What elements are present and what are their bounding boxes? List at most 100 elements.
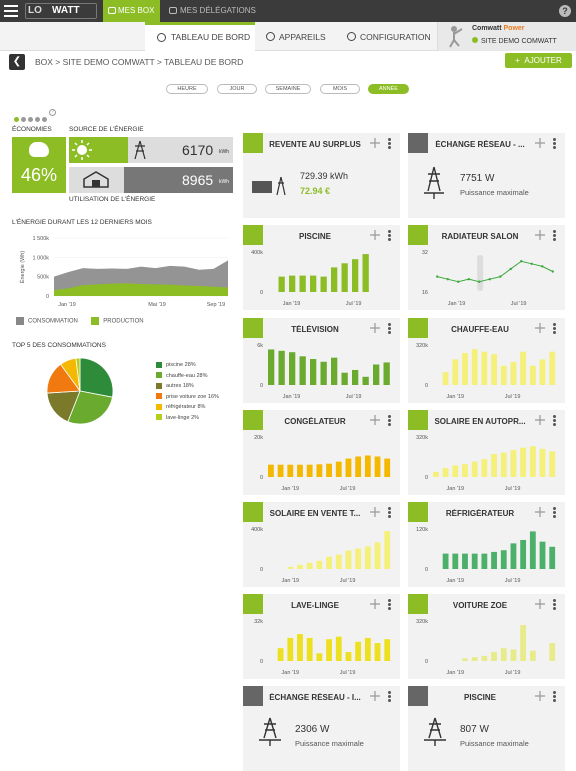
more-icon[interactable] xyxy=(388,415,391,426)
more-icon[interactable] xyxy=(553,599,556,610)
move-icon[interactable] xyxy=(370,415,380,425)
bar xyxy=(384,531,391,569)
move-icon[interactable] xyxy=(370,507,380,517)
tab-appareils[interactable]: APPAREILS xyxy=(266,22,336,51)
help-icon[interactable]: ? xyxy=(49,109,56,116)
y-tick-label: 1 500k xyxy=(32,236,49,242)
tile-lavelinge[interactable]: LAVE-LINGE 32k 0 Jan '19 Jul '19 xyxy=(243,594,400,679)
user-menu[interactable]: Comwatt Power SITE DEMO COMWATT xyxy=(437,22,576,51)
y-tick-label: 0 xyxy=(260,383,263,389)
move-icon[interactable] xyxy=(370,599,380,609)
more-icon[interactable] xyxy=(388,691,391,702)
move-icon[interactable] xyxy=(535,507,545,517)
more-icon[interactable] xyxy=(553,138,556,149)
bar xyxy=(289,352,296,385)
tile-title: LAVE-LINGE xyxy=(291,601,339,610)
more-icon[interactable] xyxy=(553,415,556,426)
bar xyxy=(320,276,327,292)
more-icon[interactable] xyxy=(553,323,556,334)
hamburger-icon[interactable] xyxy=(4,5,18,17)
tab-mes-delegations[interactable]: MES DÉLÉGATIONS xyxy=(164,0,264,22)
period-semaine[interactable]: SEMAINE xyxy=(265,84,311,94)
y-tick-label: 0 xyxy=(46,294,49,300)
move-icon[interactable] xyxy=(370,138,380,148)
more-icon[interactable] xyxy=(553,507,556,518)
help-icon[interactable]: ? xyxy=(559,5,571,17)
tab-mes-box[interactable]: MES BOX xyxy=(103,0,160,22)
tile-echange-reseau[interactable]: ÉCHANGE RÉSEAU - ... 7751 W Puissance ma… xyxy=(408,133,565,218)
user-name: Comwatt Power xyxy=(472,25,525,32)
x-tick-label: Sep '19 xyxy=(207,302,225,308)
more-icon[interactable] xyxy=(388,507,391,518)
move-icon[interactable] xyxy=(535,138,545,148)
tile-solairevente[interactable]: SOLAIRE EN VENTE T... 400k 0 Jan '19 Jul '19 xyxy=(243,502,400,587)
economies-label: ÉCONOMIES xyxy=(12,126,52,133)
move-icon[interactable] xyxy=(370,691,380,701)
tile-voiturezoe[interactable]: VOITURE ZOE 320k 0 Jan '19 Jul '19 xyxy=(408,594,565,679)
tile-echange2[interactable]: ÉCHANGE RÉSEAU - I... 2306 W Puissance max… xyxy=(243,686,400,771)
bar xyxy=(510,361,517,385)
bar xyxy=(316,464,323,477)
bar xyxy=(471,553,478,569)
legend-swatch xyxy=(156,382,162,389)
period-jour[interactable]: JOUR xyxy=(217,84,257,94)
move-icon[interactable] xyxy=(370,230,380,240)
leaf-icon xyxy=(243,502,263,522)
x-tick-label: Jan '19 xyxy=(447,486,465,492)
bar xyxy=(316,653,323,661)
bar xyxy=(520,447,527,477)
bar xyxy=(326,463,332,477)
tile-congelateur[interactable]: CONGÉLATEUR 20k 0 Jan '19 Jul '19 xyxy=(243,410,400,495)
sun-icon xyxy=(243,133,263,153)
move-icon[interactable] xyxy=(535,230,545,240)
leaf-icon xyxy=(243,594,263,614)
bar xyxy=(297,464,303,477)
tile-radiateur[interactable]: RADIATEUR SALON 32 16 Jan '19 Jul '19 xyxy=(408,225,565,310)
bar xyxy=(326,556,332,569)
period-heure[interactable]: HEURE xyxy=(166,84,208,94)
more-icon[interactable] xyxy=(553,691,556,702)
more-icon[interactable] xyxy=(553,230,556,241)
y-tick-label: 0 xyxy=(260,567,263,573)
bar xyxy=(306,464,313,477)
y-tick-label: 320k xyxy=(416,343,428,349)
more-icon[interactable] xyxy=(388,230,391,241)
x-tick-label: Jan '19 xyxy=(58,302,76,308)
bar xyxy=(549,546,556,569)
tab-configuration[interactable]: CONFIGURATION xyxy=(347,22,437,51)
period-mois[interactable]: MOIS xyxy=(320,84,360,94)
tile-chauffeeau[interactable]: CHAUFFE-EAU 320k 0 Jan '19 Jul '19 xyxy=(408,318,565,403)
bar xyxy=(364,546,371,569)
bar xyxy=(374,456,381,477)
move-icon[interactable] xyxy=(535,415,545,425)
more-icon[interactable] xyxy=(388,138,391,149)
move-icon[interactable] xyxy=(535,599,545,609)
tile-piscine[interactable]: PISCINE 400k 0 Jan '19 Jul '19 xyxy=(243,225,400,310)
leaf-icon xyxy=(243,225,263,245)
add-button[interactable]: + AJOUTER xyxy=(505,53,572,68)
legend-item: piscine 28% xyxy=(156,360,219,371)
chart-lavelinge: 32k 0 Jan '19 Jul '19 xyxy=(254,619,391,676)
period-annee[interactable]: ANNÉE xyxy=(368,84,409,94)
move-icon[interactable] xyxy=(370,323,380,333)
bar xyxy=(491,551,497,569)
tile-television[interactable]: TÉLÉVISION 6k 0 Jan '19 Jul '19 xyxy=(243,318,400,403)
move-icon[interactable] xyxy=(535,691,545,701)
bar xyxy=(529,446,536,477)
bar xyxy=(345,550,352,569)
bar xyxy=(306,637,313,661)
more-icon[interactable] xyxy=(388,599,391,610)
tile-refrigerateur[interactable]: RÉFRIGÉRATEUR 120k 0 Jan '19 Jul '19 xyxy=(408,502,565,587)
tile-title: PISCINE xyxy=(463,693,496,702)
move-icon[interactable] xyxy=(535,323,545,333)
tile-title: CHAUFFE-EAU xyxy=(451,325,509,334)
legend-swatch xyxy=(156,403,162,410)
y-axis-label: Énergie (Wh) xyxy=(19,251,26,284)
tile-solaireautoprod[interactable]: SOLAIRE EN AUTOPR... 320k 0 Jan '19 Jul '19 xyxy=(408,410,565,495)
tile-piscine2[interactable]: PISCINE 807 W Puissance maximale xyxy=(408,686,565,771)
tab-tableau-de-bord[interactable]: TABLEAU DE BORD xyxy=(145,22,255,51)
tile-revente[interactable]: REVENTE AU SURPLUS 729.39 kWh 72.94 € xyxy=(243,133,400,218)
back-button[interactable]: ❮ xyxy=(9,54,25,70)
leaf-icon xyxy=(408,594,428,614)
more-icon[interactable] xyxy=(388,323,391,334)
